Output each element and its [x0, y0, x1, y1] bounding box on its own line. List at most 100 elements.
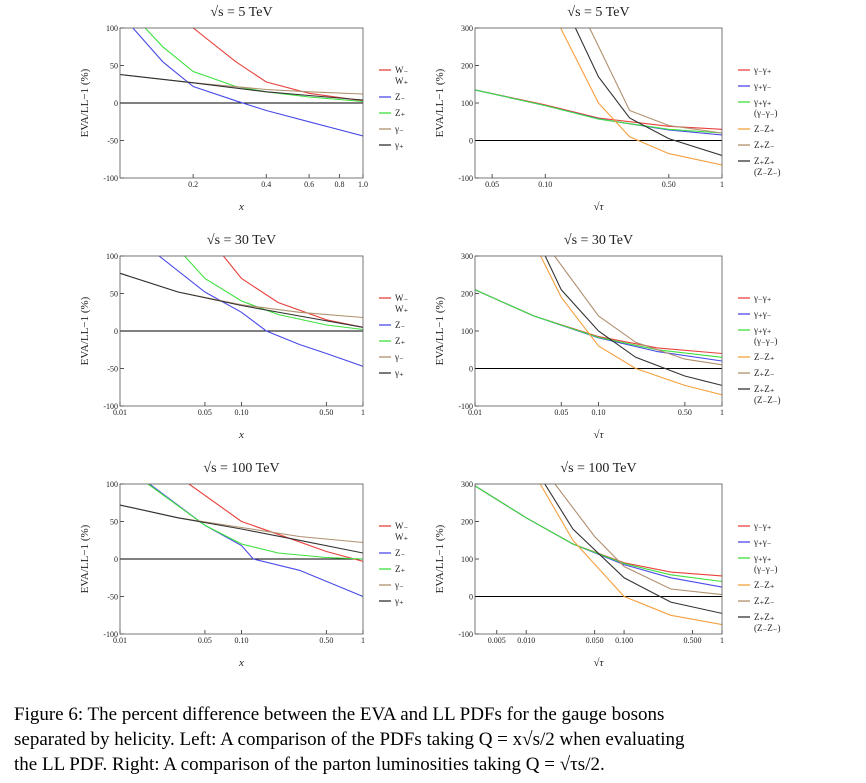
y-tick-label: 300 — [461, 480, 473, 489]
series-line — [132, 28, 363, 137]
series-line — [120, 504, 363, 544]
x-tick-label: 1 — [720, 636, 724, 645]
y-tick-label: 100 — [461, 99, 473, 108]
legend-label: Z₊Z₊ (Z₋Z₋) — [754, 612, 781, 633]
caption-line: Figure 6: The percent difference between… — [14, 704, 664, 725]
x-tick-label: 1 — [361, 636, 365, 645]
x-axis-label: x — [238, 657, 244, 669]
series-line — [475, 89, 722, 130]
legend-label: γ₋ — [394, 352, 404, 362]
legend-label: γ₊γ₊ (γ₋γ₋) — [753, 553, 777, 574]
x-tick-label: 0.050 — [586, 636, 604, 645]
y-tick-label: -100 — [103, 174, 118, 183]
x-tick-label: 0.01 — [113, 408, 127, 417]
legend-label: Z₊Z₋ — [754, 596, 775, 606]
chart-title: √s = 30 TeV — [207, 233, 276, 248]
x-tick-label: 0.01 — [468, 408, 482, 417]
legend-label: Z₋ — [395, 320, 405, 330]
x-tick-label: 0.05 — [198, 408, 212, 417]
y-tick-label: 300 — [461, 252, 473, 261]
y-tick-label: -100 — [458, 174, 473, 183]
x-tick-label: 0.05 — [485, 180, 499, 189]
series-line — [120, 272, 363, 319]
y-tick-label: 0 — [469, 137, 473, 146]
legend-label: γ₊γ₊ (γ₋γ₋) — [753, 325, 777, 346]
x-tick-label: 0.05 — [554, 408, 568, 417]
y-axis-label: EVA/LL−1 (%) — [434, 68, 446, 137]
series-line — [475, 485, 722, 577]
y-axis-label: EVA/LL−1 (%) — [434, 524, 446, 593]
legend-label: γ₊ — [394, 368, 404, 378]
legend-label: Z₊Z₋ — [754, 368, 775, 378]
series-line — [554, 484, 722, 596]
series-line — [475, 89, 722, 134]
x-tick-label: 0.50 — [319, 408, 333, 417]
legend-label: γ₊γ₋ — [753, 537, 772, 547]
plot-frame — [474, 483, 723, 635]
x-axis-label: x — [238, 201, 244, 213]
plot-frame — [474, 27, 723, 179]
x-tick-label: 0.2 — [188, 180, 198, 189]
x-tick-label: 0.500 — [684, 636, 702, 645]
series-line — [589, 28, 722, 134]
legend-label: Z₊ — [395, 108, 405, 118]
series-line — [544, 484, 722, 614]
series-line — [574, 28, 722, 157]
legend-label: Z₊ — [395, 564, 405, 574]
chart: √s = 5 TeV √τ EVA/LL−1 (%) -100 0 100 200 300 0.… — [434, 5, 781, 213]
legend-label: Z₋ — [395, 548, 405, 558]
series-line — [120, 272, 363, 328]
x-tick-label: 0.100 — [615, 636, 633, 645]
series-line — [554, 256, 722, 366]
legend-label: W₋ W₊ — [395, 65, 408, 86]
y-tick-label: 0 — [469, 593, 473, 602]
legend-label: γ₋ — [394, 580, 404, 590]
legend-label: γ₋γ₊ — [753, 521, 772, 531]
legend-label: γ₊ — [394, 140, 404, 150]
caption-line: separated by helicity. Left: A compariso… — [14, 729, 685, 750]
y-tick-label: -100 — [458, 402, 473, 411]
y-tick-label: -100 — [458, 630, 473, 639]
legend-label: Z₊Z₋ — [754, 140, 775, 150]
series-line — [184, 256, 363, 331]
chart: √s = 100 TeV √τ EVA/LL−1 (%) -100 0 100 200 300… — [434, 461, 781, 669]
chart: √s = 100 TeV x EVA/LL−1 (%) -100 -50 0 50 100 0.… — [79, 461, 408, 669]
series-line — [120, 73, 363, 101]
series-line — [544, 256, 722, 386]
series-line — [192, 28, 363, 102]
y-tick-label: 100 — [461, 327, 473, 336]
y-tick-label: 200 — [461, 518, 473, 527]
legend-label: γ₋ — [394, 124, 404, 134]
x-tick-label: 1 — [720, 408, 724, 417]
x-tick-label: 0.4 — [261, 180, 271, 189]
chart-title: √s = 30 TeV — [564, 233, 633, 248]
chart-title: √s = 100 TeV — [560, 461, 636, 476]
x-tick-label: 0.50 — [678, 408, 692, 417]
chart: √s = 30 TeV x EVA/LL−1 (%) -100 -50 0 50 100 0.0… — [79, 233, 408, 441]
series-line — [147, 484, 363, 560]
y-tick-label: 100 — [461, 555, 473, 564]
x-tick-label: 0.50 — [662, 180, 676, 189]
legend-label: γ₊ — [394, 596, 404, 606]
x-tick-label: 1 — [361, 408, 365, 417]
y-tick-label: -100 — [103, 402, 118, 411]
chart-title: √s = 100 TeV — [203, 461, 279, 476]
y-tick-label: 50 — [110, 290, 118, 299]
legend-label: Z₊ — [395, 336, 405, 346]
x-axis-label: x — [238, 429, 244, 441]
series-line — [222, 256, 363, 328]
legend-label: Z₋Z₊ — [754, 124, 775, 134]
y-axis-label: EVA/LL−1 (%) — [434, 296, 446, 365]
series-line — [475, 485, 722, 588]
series-line — [188, 484, 363, 562]
y-tick-label: 0 — [114, 99, 118, 108]
y-tick-label: 100 — [106, 24, 118, 33]
legend-label: γ₋γ₊ — [753, 293, 772, 303]
legend-label: Z₋Z₊ — [754, 580, 775, 590]
plot-frame — [119, 483, 364, 635]
x-tick-label: 0.10 — [235, 408, 249, 417]
y-tick-label: 50 — [110, 62, 118, 71]
chart: √s = 5 TeV x EVA/LL−1 (%) -100 -50 0 50 100 0.2 0… — [79, 5, 408, 213]
legend-label: γ₊γ₋ — [753, 81, 772, 91]
